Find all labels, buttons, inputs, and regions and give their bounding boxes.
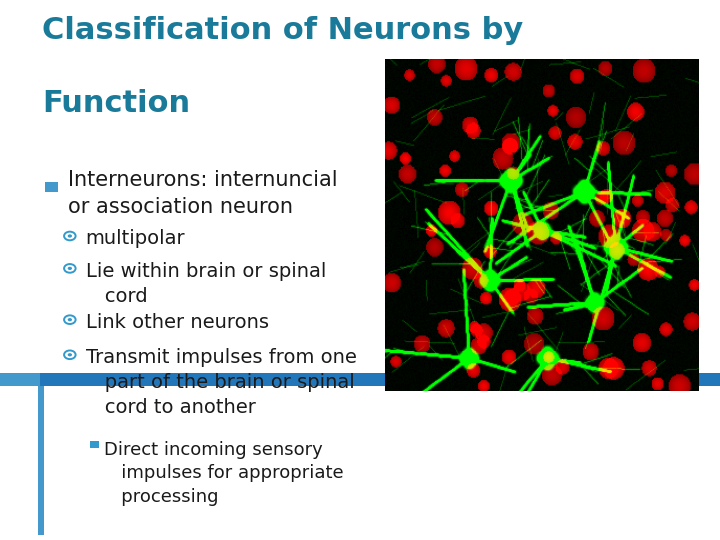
Text: Classification of Neurons by: Classification of Neurons by xyxy=(42,16,523,45)
Text: Function: Function xyxy=(42,89,190,118)
Circle shape xyxy=(68,267,72,270)
Text: Interneurons: internuncial
or association neuron: Interneurons: internuncial or associatio… xyxy=(68,170,338,217)
Bar xyxy=(0,373,40,386)
Text: multipolar: multipolar xyxy=(86,230,185,248)
Text: Lie within brain or spinal
   cord: Lie within brain or spinal cord xyxy=(86,262,326,306)
Text: Direct incoming sensory
   impulses for appropriate
   processing: Direct incoming sensory impulses for app… xyxy=(104,441,344,506)
Text: Transmit impulses from one
   part of the brain or spinal
   cord to another: Transmit impulses from one part of the b… xyxy=(86,348,356,417)
Bar xyxy=(45,182,58,192)
Bar xyxy=(0,373,720,386)
Bar xyxy=(38,386,44,535)
Text: Link other neurons: Link other neurons xyxy=(86,313,269,332)
Bar xyxy=(90,441,99,448)
Circle shape xyxy=(68,353,72,356)
Circle shape xyxy=(68,234,72,238)
Circle shape xyxy=(68,318,72,321)
